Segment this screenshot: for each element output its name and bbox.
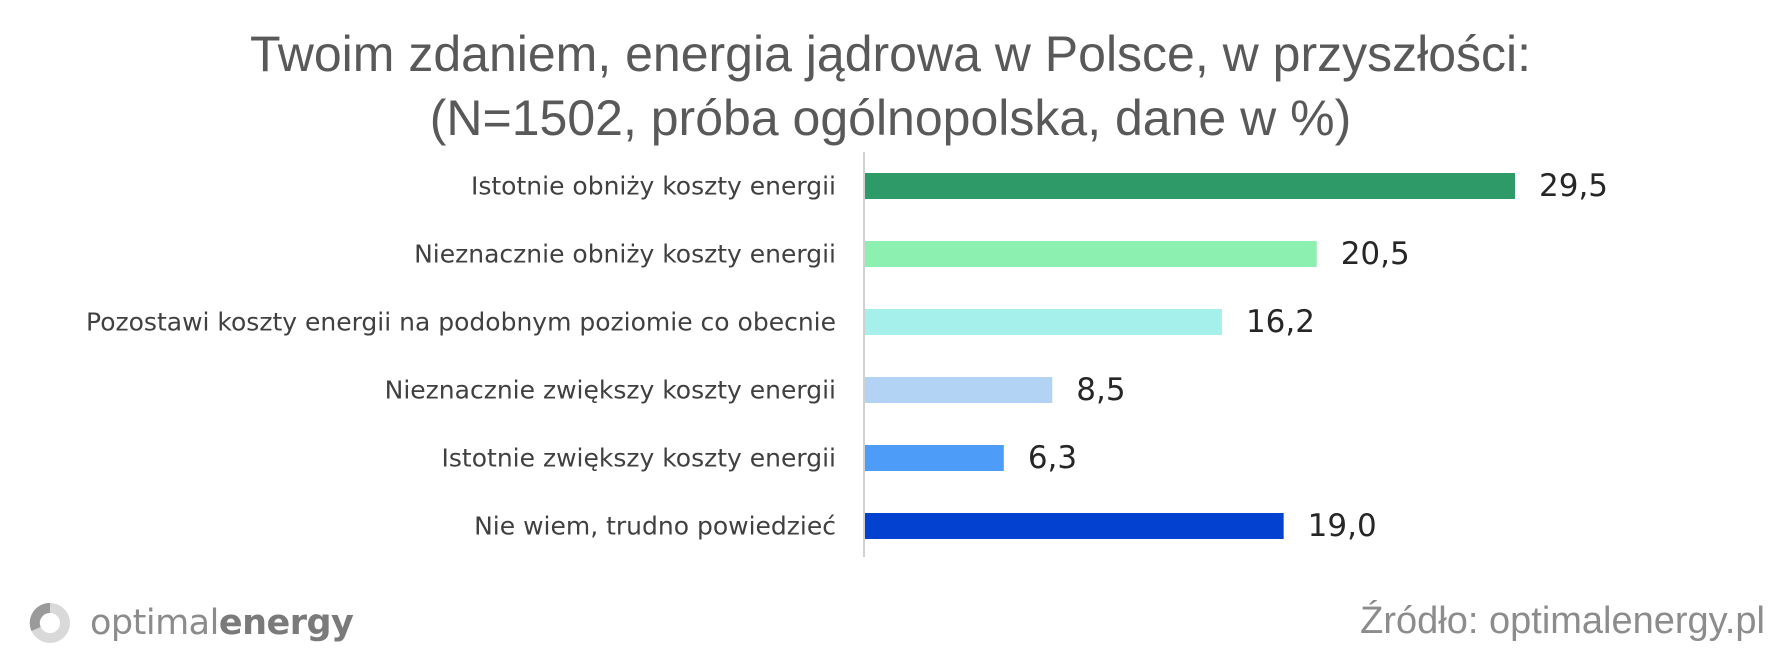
chart-title: Twoim zdaniem, energia jądrowa w Polsce,… [0, 22, 1781, 150]
bar [865, 241, 1317, 267]
bar [865, 309, 1222, 335]
bar [865, 377, 1053, 403]
logo-text: optimalenergy [90, 603, 354, 643]
category-label: Nie wiem, trudno powiedzieć [474, 512, 836, 541]
chart-title-line-1: Twoim zdaniem, energia jądrowa w Polsce,… [249, 26, 1532, 82]
category-label: Pozostawi koszty energii na podobnym poz… [86, 308, 836, 337]
logo: optimalenergy [28, 598, 354, 648]
value-label: 6,3 [1028, 440, 1077, 476]
bar [865, 173, 1515, 199]
chart-title-line-2: (N=1502, próba ogólnopolska, dane w %) [429, 90, 1352, 146]
value-label: 19,0 [1308, 508, 1377, 544]
bar [865, 445, 1004, 471]
value-label: 16,2 [1246, 304, 1315, 340]
value-label: 20,5 [1341, 236, 1410, 272]
bar [865, 513, 1284, 539]
logo-ring-icon [29, 603, 70, 643]
category-label: Nieznacznie zwiększy koszty energii [385, 376, 836, 405]
bars-group: Istotnie obniży koszty energii 29,5 Niezna… [86, 168, 1608, 544]
logo-text-light: optimal [90, 603, 219, 643]
category-label: Istotnie zwiększy koszty energii [442, 444, 836, 473]
value-label: 8,5 [1076, 372, 1125, 408]
source-note: Źródło: optimalenergy.pl [1360, 600, 1765, 642]
logo-text-bold: energy [218, 603, 354, 643]
category-label: Istotnie obniży koszty energii [471, 172, 836, 201]
value-label: 29,5 [1539, 168, 1608, 204]
category-label: Nieznacznie obniży koszty energii [414, 240, 836, 269]
